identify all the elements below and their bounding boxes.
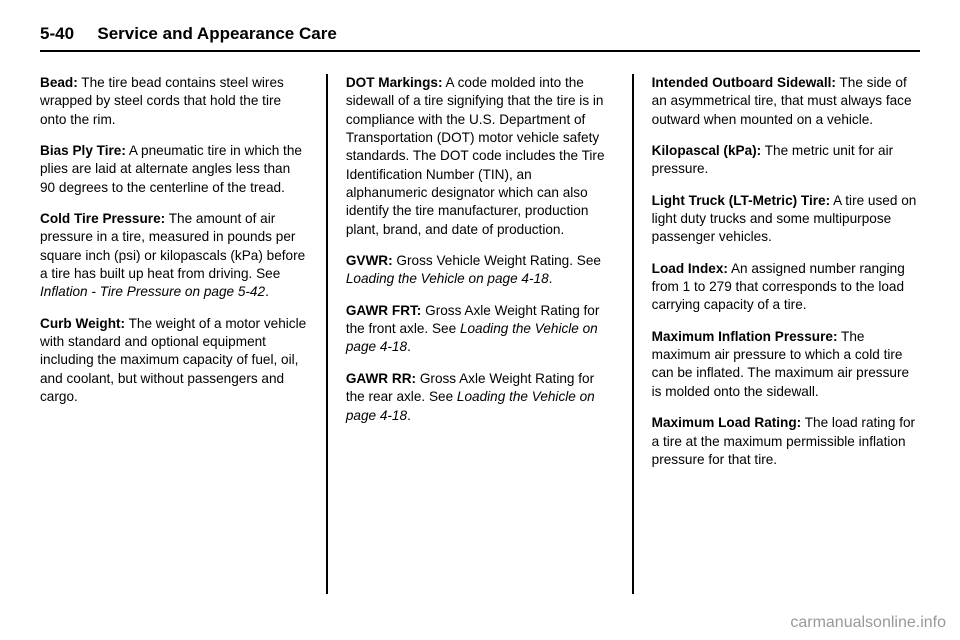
glossary-entry: Light Truck (LT-Metric) Tire: A tire use… [652,192,920,247]
column-3: Intended Outboard Sidewall: The side of … [634,74,920,594]
glossary-entry: Kilopascal (kPa): The metric unit for ai… [652,142,920,179]
page-reference: Inflation - Tire Pressure on page 5-42 [40,284,265,299]
glossary-entry: Maximum Load Rating: The load rating for… [652,414,920,469]
term: GAWR RR: [346,371,416,386]
glossary-entry: Intended Outboard Sidewall: The side of … [652,74,920,129]
glossary-entry: Cold Tire Pressure: The amount of air pr… [40,210,308,302]
page-reference: Loading the Vehicle on page 4-18 [346,271,549,286]
page-header: 5-40 Service and Appearance Care [40,24,920,52]
glossary-entry: Load Index: An assigned number ranging f… [652,260,920,315]
glossary-entry: DOT Markings: A code molded into the sid… [346,74,614,239]
watermark: carmanualsonline.info [790,614,946,632]
term: Bead: [40,75,78,90]
term: GVWR: [346,253,393,268]
term: Cold Tire Pressure: [40,211,165,226]
glossary-entry: Bead: The tire bead contains steel wires… [40,74,308,129]
term: Maximum Inflation Pressure: [652,329,838,344]
glossary-entry: Curb Weight: The weight of a motor vehic… [40,315,308,407]
definition-after: . [407,339,411,354]
term: Intended Outboard Sidewall: [652,75,836,90]
section-title: Service and Appearance Care [78,24,336,43]
term: Curb Weight: [40,316,125,331]
definition-after: . [407,408,411,423]
definition: Gross Vehicle Weight Rating. See [393,253,601,268]
term: GAWR FRT: [346,303,422,318]
term: Bias Ply Tire: [40,143,126,158]
definition: A code molded into the sidewall of a tir… [346,75,605,237]
manual-page: 5-40 Service and Appearance Care Bead: T… [0,0,960,640]
term: Load Index: [652,261,728,276]
glossary-entry: Bias Ply Tire: A pneumatic tire in which… [40,142,308,197]
column-1: Bead: The tire bead contains steel wires… [40,74,326,594]
glossary-entry: GAWR RR: Gross Axle Weight Rating for th… [346,370,614,425]
term: DOT Markings: [346,75,443,90]
definition-after: . [549,271,553,286]
term: Maximum Load Rating: [652,415,802,430]
page-number: 5-40 [40,24,74,43]
glossary-entry: GAWR FRT: Gross Axle Weight Rating for t… [346,302,614,357]
term: Kilopascal (kPa): [652,143,762,158]
term: Light Truck (LT-Metric) Tire: [652,193,831,208]
column-2: DOT Markings: A code molded into the sid… [328,74,632,594]
definition-after: . [265,284,269,299]
content-columns: Bead: The tire bead contains steel wires… [40,74,920,594]
glossary-entry: Maximum Inflation Pressure: The maximum … [652,328,920,401]
glossary-entry: GVWR: Gross Vehicle Weight Rating. See L… [346,252,614,289]
